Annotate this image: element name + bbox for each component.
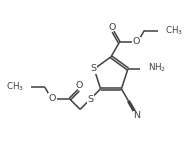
Text: S: S	[87, 95, 93, 104]
Text: CH$_3$: CH$_3$	[6, 81, 24, 93]
Text: O: O	[76, 81, 83, 90]
Text: N: N	[133, 111, 140, 120]
Text: O: O	[108, 23, 116, 32]
Text: NH$_2$: NH$_2$	[148, 62, 166, 74]
Text: CH$_3$: CH$_3$	[165, 24, 183, 37]
Text: S: S	[91, 64, 97, 73]
Text: O: O	[133, 37, 140, 46]
Text: O: O	[49, 94, 56, 103]
